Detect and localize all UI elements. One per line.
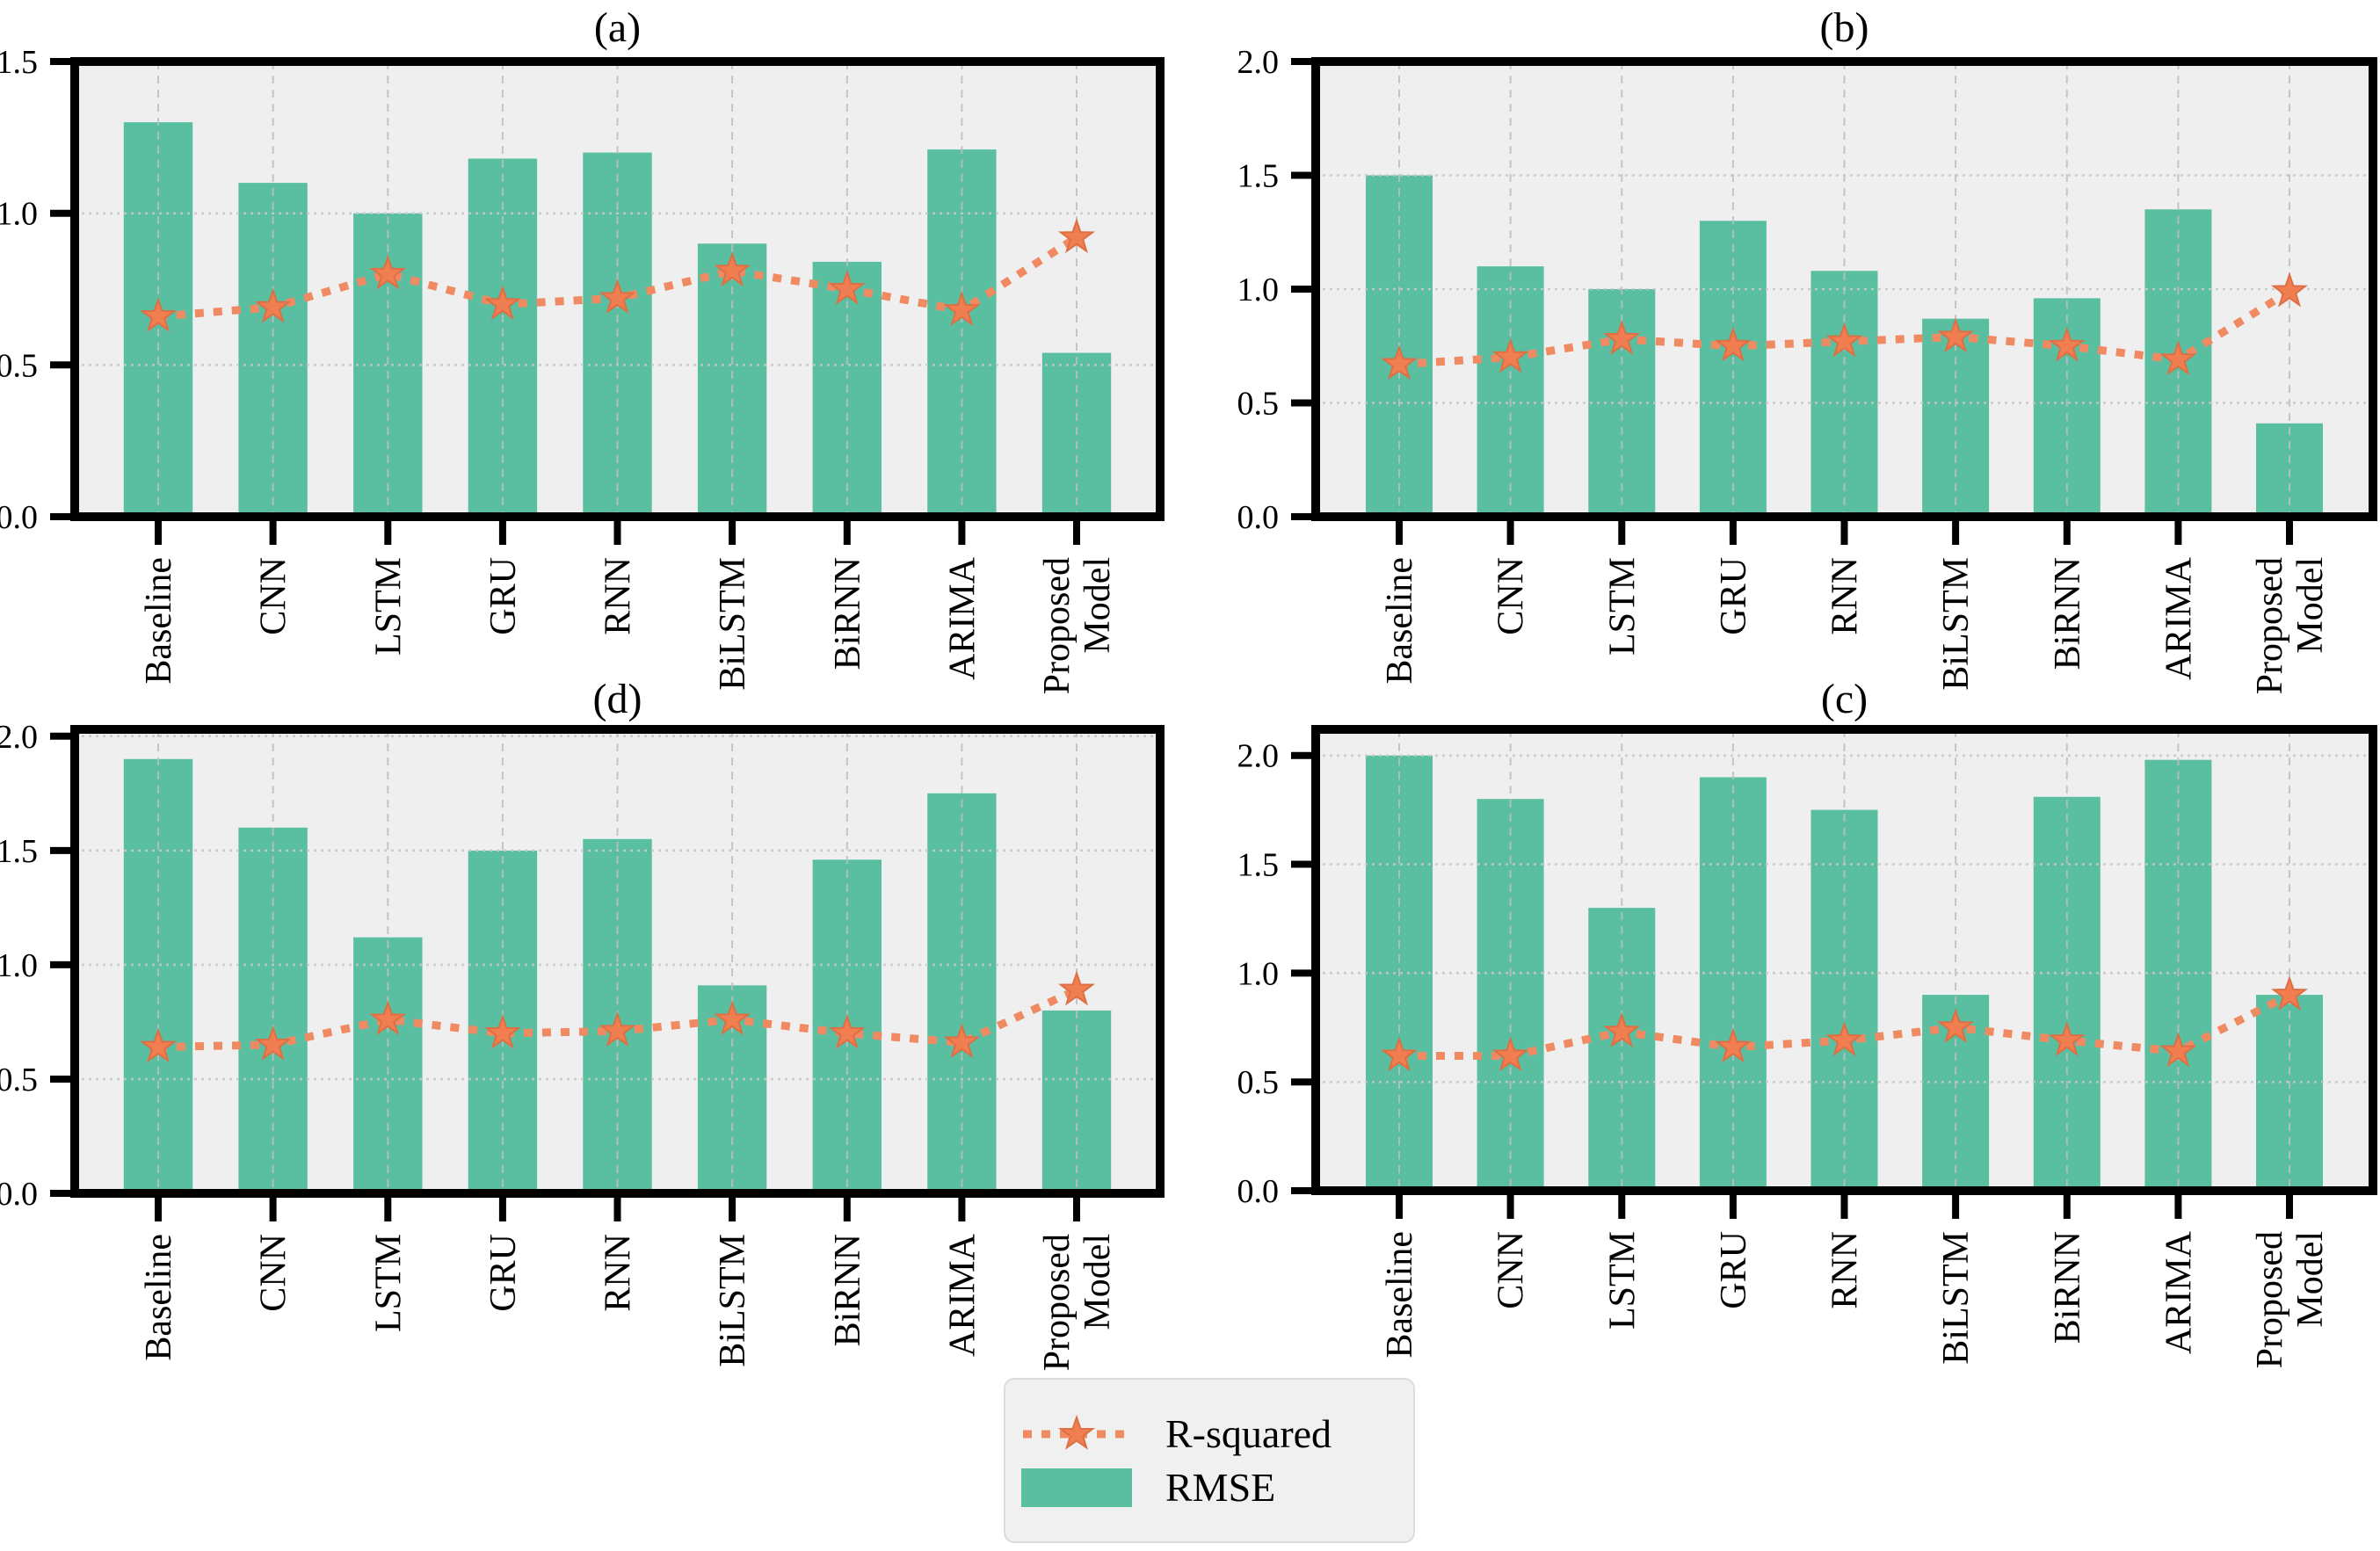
svg-text:Proposed: Proposed — [2250, 1231, 2290, 1368]
legend-label-rmse: RMSE — [1165, 1465, 1276, 1510]
svg-text:RNN: RNN — [599, 557, 639, 635]
svg-text:LSTM: LSTM — [368, 557, 409, 656]
svg-text:GRU: GRU — [1714, 1231, 1754, 1309]
svg-text:2.0: 2.0 — [1237, 44, 1280, 81]
panel-b-title: (b) — [1819, 4, 1869, 51]
svg-text:Baseline: Baseline — [1380, 1231, 1420, 1359]
panel-a-title: (a) — [593, 4, 642, 51]
panel-c: 0.0 0.5 1.0 1.5 2.0 Baseline CNN LSTM GRU RNN BiLS… — [1195, 699, 2380, 1551]
panel-d-title: (d) — [592, 676, 642, 722]
svg-text:GRU: GRU — [483, 1234, 524, 1312]
svg-text:0.5: 0.5 — [0, 1062, 38, 1098]
svg-text:ARIMA: ARIMA — [2159, 1230, 2199, 1354]
svg-text:BiLSTM: BiLSTM — [1936, 557, 1977, 691]
panel-b: 0.0 0.5 1.0 1.5 2.0 Baseline CNN LSTM GRU RNN BiLS… — [1195, 0, 2380, 699]
svg-text:ARIMA: ARIMA — [942, 1233, 983, 1357]
svg-text:BiRNN: BiRNN — [828, 557, 868, 670]
svg-text:LSTM: LSTM — [1602, 557, 1643, 656]
svg-text:BiLSTM: BiLSTM — [1936, 1231, 1977, 1365]
svg-text:1.0: 1.0 — [1237, 272, 1280, 308]
svg-text:LSTM: LSTM — [368, 1234, 409, 1332]
svg-text:BiLSTM: BiLSTM — [713, 557, 753, 691]
svg-text:Model: Model — [1078, 1234, 1118, 1330]
legend-item-rsquared: R-squared — [1021, 1413, 1397, 1455]
panel-d-plot: 0.0 0.5 1.0 1.5 2.0 Baseline CNN LSTM GRU RNN BiLS… — [0, 719, 1165, 1371]
svg-text:GRU: GRU — [483, 557, 524, 635]
svg-text:0.5: 0.5 — [1237, 1064, 1280, 1101]
rmse-swatch-icon — [1021, 1468, 1132, 1507]
svg-text:Baseline: Baseline — [139, 557, 179, 685]
svg-text:BiRNN: BiRNN — [2048, 1231, 2088, 1344]
panel-b-plot: 0.0 0.5 1.0 1.5 2.0 Baseline CNN LSTM GRU RNN BiLS… — [1237, 44, 2377, 694]
panel-c-title: (c) — [1820, 676, 1868, 722]
svg-text:2.0: 2.0 — [0, 719, 38, 756]
svg-text:Proposed: Proposed — [2250, 557, 2290, 694]
svg-text:0.0: 0.0 — [1237, 1173, 1280, 1210]
svg-text:1.5: 1.5 — [1237, 158, 1280, 195]
svg-text:0.0: 0.0 — [0, 499, 38, 536]
legend: R-squared RMSE — [1004, 1378, 1415, 1543]
svg-text:1.0: 1.0 — [0, 196, 38, 233]
svg-text:0.0: 0.0 — [1237, 499, 1280, 536]
svg-text:Model: Model — [1078, 557, 1118, 654]
svg-text:CNN: CNN — [254, 557, 294, 635]
legend-label-rsquared: R-squared — [1165, 1411, 1332, 1456]
svg-text:LSTM: LSTM — [1602, 1231, 1643, 1330]
panel-c-plot: 0.0 0.5 1.0 1.5 2.0 Baseline CNN LSTM GRU RNN BiLS… — [1237, 725, 2377, 1368]
svg-text:Model: Model — [2290, 557, 2331, 654]
svg-text:Baseline: Baseline — [139, 1234, 179, 1361]
svg-text:2.0: 2.0 — [1237, 738, 1280, 775]
svg-text:RNN: RNN — [1825, 1231, 1866, 1309]
svg-text:ARIMA: ARIMA — [2159, 556, 2199, 680]
svg-text:CNN: CNN — [1491, 557, 1532, 635]
panel-a: 0.0 0.5 1.0 1.5 Baseline CNN LSTM GRU RNN BiLSTM B… — [0, 0, 1195, 699]
svg-text:1.0: 1.0 — [1237, 955, 1280, 992]
svg-text:CNN: CNN — [1491, 1231, 1532, 1309]
svg-text:GRU: GRU — [1714, 557, 1754, 635]
svg-text:CNN: CNN — [254, 1234, 294, 1312]
svg-text:1.5: 1.5 — [1237, 847, 1280, 884]
svg-text:1.0: 1.0 — [0, 947, 38, 984]
svg-text:Proposed: Proposed — [1037, 1234, 1078, 1371]
svg-text:ARIMA: ARIMA — [942, 556, 983, 680]
svg-text:Model: Model — [2290, 1231, 2331, 1328]
svg-text:BiRNN: BiRNN — [828, 1234, 868, 1346]
panel-d: 0.0 0.5 1.0 1.5 2.0 Baseline CNN LSTM GRU RNN BiLS… — [0, 699, 1195, 1551]
svg-text:Proposed: Proposed — [1037, 557, 1078, 694]
legend-item-rmse: RMSE — [1021, 1468, 1397, 1508]
panel-a-plot: 0.0 0.5 1.0 1.5 Baseline CNN LSTM GRU RNN BiLSTM B… — [0, 44, 1165, 694]
svg-text:RNN: RNN — [1825, 557, 1866, 635]
svg-text:0.0: 0.0 — [0, 1176, 38, 1213]
svg-text:0.5: 0.5 — [1237, 386, 1280, 423]
svg-text:RNN: RNN — [599, 1234, 639, 1312]
rsquared-line-star-icon — [1023, 1414, 1130, 1450]
svg-text:BiRNN: BiRNN — [2048, 557, 2088, 670]
svg-text:BiLSTM: BiLSTM — [713, 1234, 753, 1367]
svg-text:1.5: 1.5 — [0, 833, 38, 870]
svg-text:1.5: 1.5 — [0, 44, 38, 81]
svg-text:Baseline: Baseline — [1380, 557, 1420, 685]
svg-text:0.5: 0.5 — [0, 347, 38, 384]
